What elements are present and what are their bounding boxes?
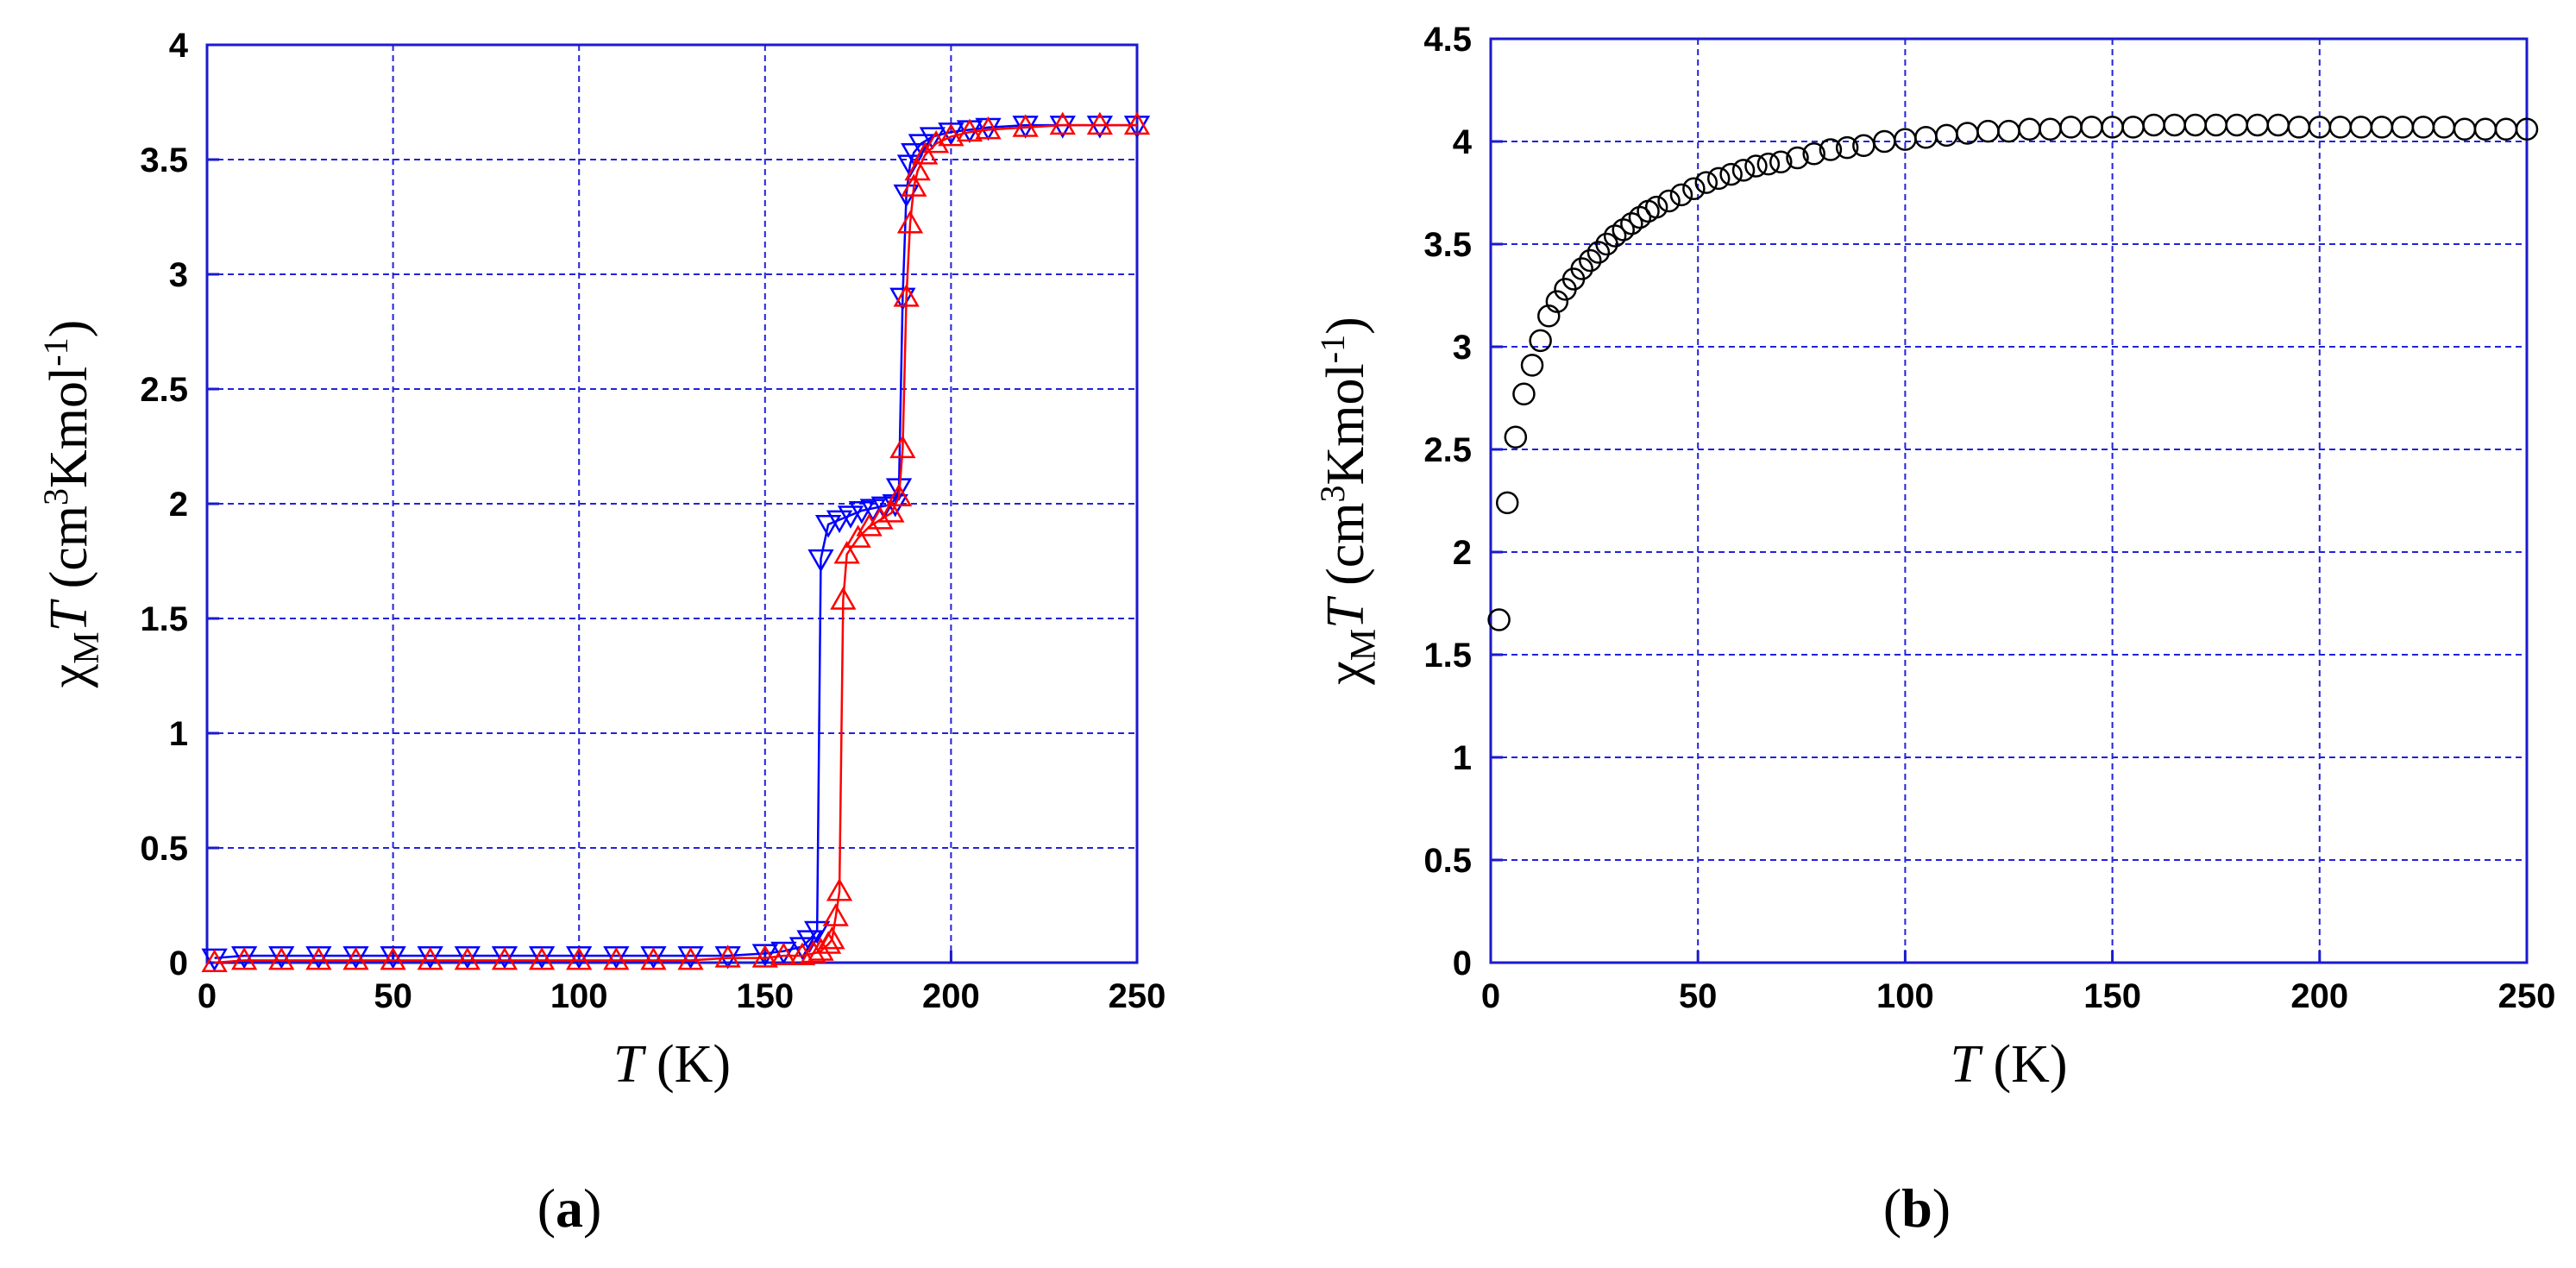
x-tick-label: 50 — [374, 977, 412, 1015]
x-tick-label: 100 — [1876, 977, 1934, 1015]
y-tick-label: 0 — [169, 945, 188, 982]
y-tick-label: 1.5 — [1423, 637, 1472, 675]
y-tick-label: 3 — [1453, 329, 1472, 367]
x-tick-label: 50 — [1679, 977, 1718, 1015]
y-tick-label: 2.5 — [140, 371, 188, 409]
y-tick-label: 0.5 — [1423, 842, 1472, 880]
y-tick-label: 4.5 — [1423, 21, 1472, 59]
y-axis-label: χMT (cm3Kmol-1) — [1313, 317, 1384, 685]
x-tick-label: 150 — [2083, 977, 2141, 1015]
y-axis-label: χMT (cm3Kmol-1) — [36, 320, 107, 688]
chart-0: 0 50 100 150 200 250 0 0.5 1 1.5 2 2.5 3 3.5 4 T (K) χMT… — [36, 27, 1165, 1239]
y-tick-label: 4 — [1453, 123, 1473, 161]
x-tick-label: 100 — [550, 977, 608, 1015]
y-tick-label: 1 — [169, 715, 188, 753]
y-tick-label: 2.5 — [1423, 431, 1472, 469]
panel-label: (a) — [537, 1177, 602, 1239]
y-tick-label: 3.5 — [140, 141, 188, 179]
x-axis-label: T (K) — [613, 1035, 731, 1094]
y-tick-label: 2 — [1453, 534, 1472, 572]
y-tick-label: 1 — [1453, 739, 1472, 777]
chart-1: 0 50 100 150 200 250 0 0.5 1 1.5 2 2.5 3 3.5 4 4.5 T (K)… — [1313, 21, 2555, 1239]
y-tick-label: 3 — [169, 256, 188, 294]
panel-label: (b) — [1883, 1177, 1951, 1239]
x-tick-label: 0 — [198, 977, 217, 1015]
y-tick-label: 3.5 — [1423, 226, 1472, 264]
x-tick-label: 200 — [922, 977, 980, 1015]
x-tick-label: 200 — [2290, 977, 2348, 1015]
y-tick-label: 1.5 — [140, 600, 188, 638]
x-tick-label: 0 — [1481, 977, 1500, 1015]
plot-area — [1491, 39, 2527, 963]
y-tick-label: 2 — [169, 486, 188, 524]
x-tick-label: 250 — [2498, 977, 2556, 1015]
y-tick-label: 4 — [169, 27, 189, 65]
figure: 0 50 100 150 200 25000.511.522.533.54T (K)χMT… — [0, 0, 2576, 1268]
x-tick-label: 150 — [736, 977, 794, 1015]
y-tick-label: 0 — [1453, 945, 1472, 982]
y-tick-label: 0.5 — [140, 830, 188, 868]
x-axis-label: T (K) — [1950, 1035, 2067, 1094]
x-tick-label: 250 — [1109, 977, 1166, 1015]
